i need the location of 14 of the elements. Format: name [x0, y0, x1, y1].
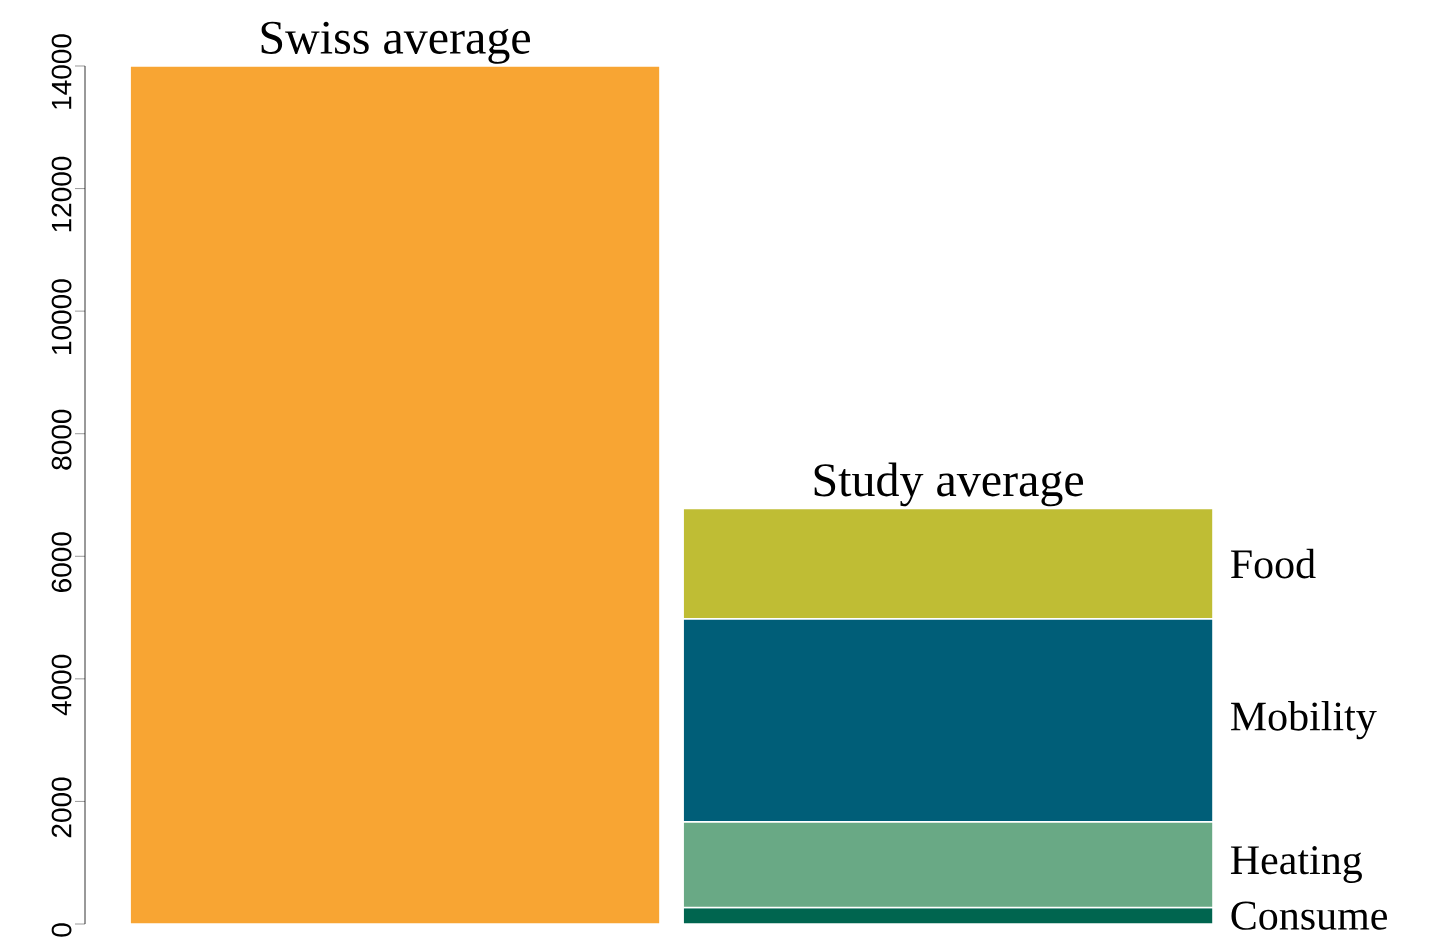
- y-tick-label: 8000: [51, 409, 72, 470]
- y-tick-label: 2000: [51, 777, 72, 838]
- y-tick-label: 10000: [51, 279, 72, 354]
- series-label: Heating: [1230, 846, 1362, 883]
- x-tick-label: Study average: [814, 462, 1084, 507]
- x-tick-label: Swiss average: [261, 21, 530, 64]
- y-tick-label: 0: [51, 923, 72, 937]
- y-tick-label: 4000: [51, 654, 72, 716]
- y-tick-label: 12000: [51, 156, 72, 232]
- y-tick-label: 6000: [51, 532, 72, 593]
- series-label: Consume: [1231, 901, 1387, 930]
- y-tick-label: 14000: [51, 34, 72, 109]
- series-label: Food: [1230, 548, 1316, 579]
- series-label: Mobility: [1230, 701, 1377, 740]
